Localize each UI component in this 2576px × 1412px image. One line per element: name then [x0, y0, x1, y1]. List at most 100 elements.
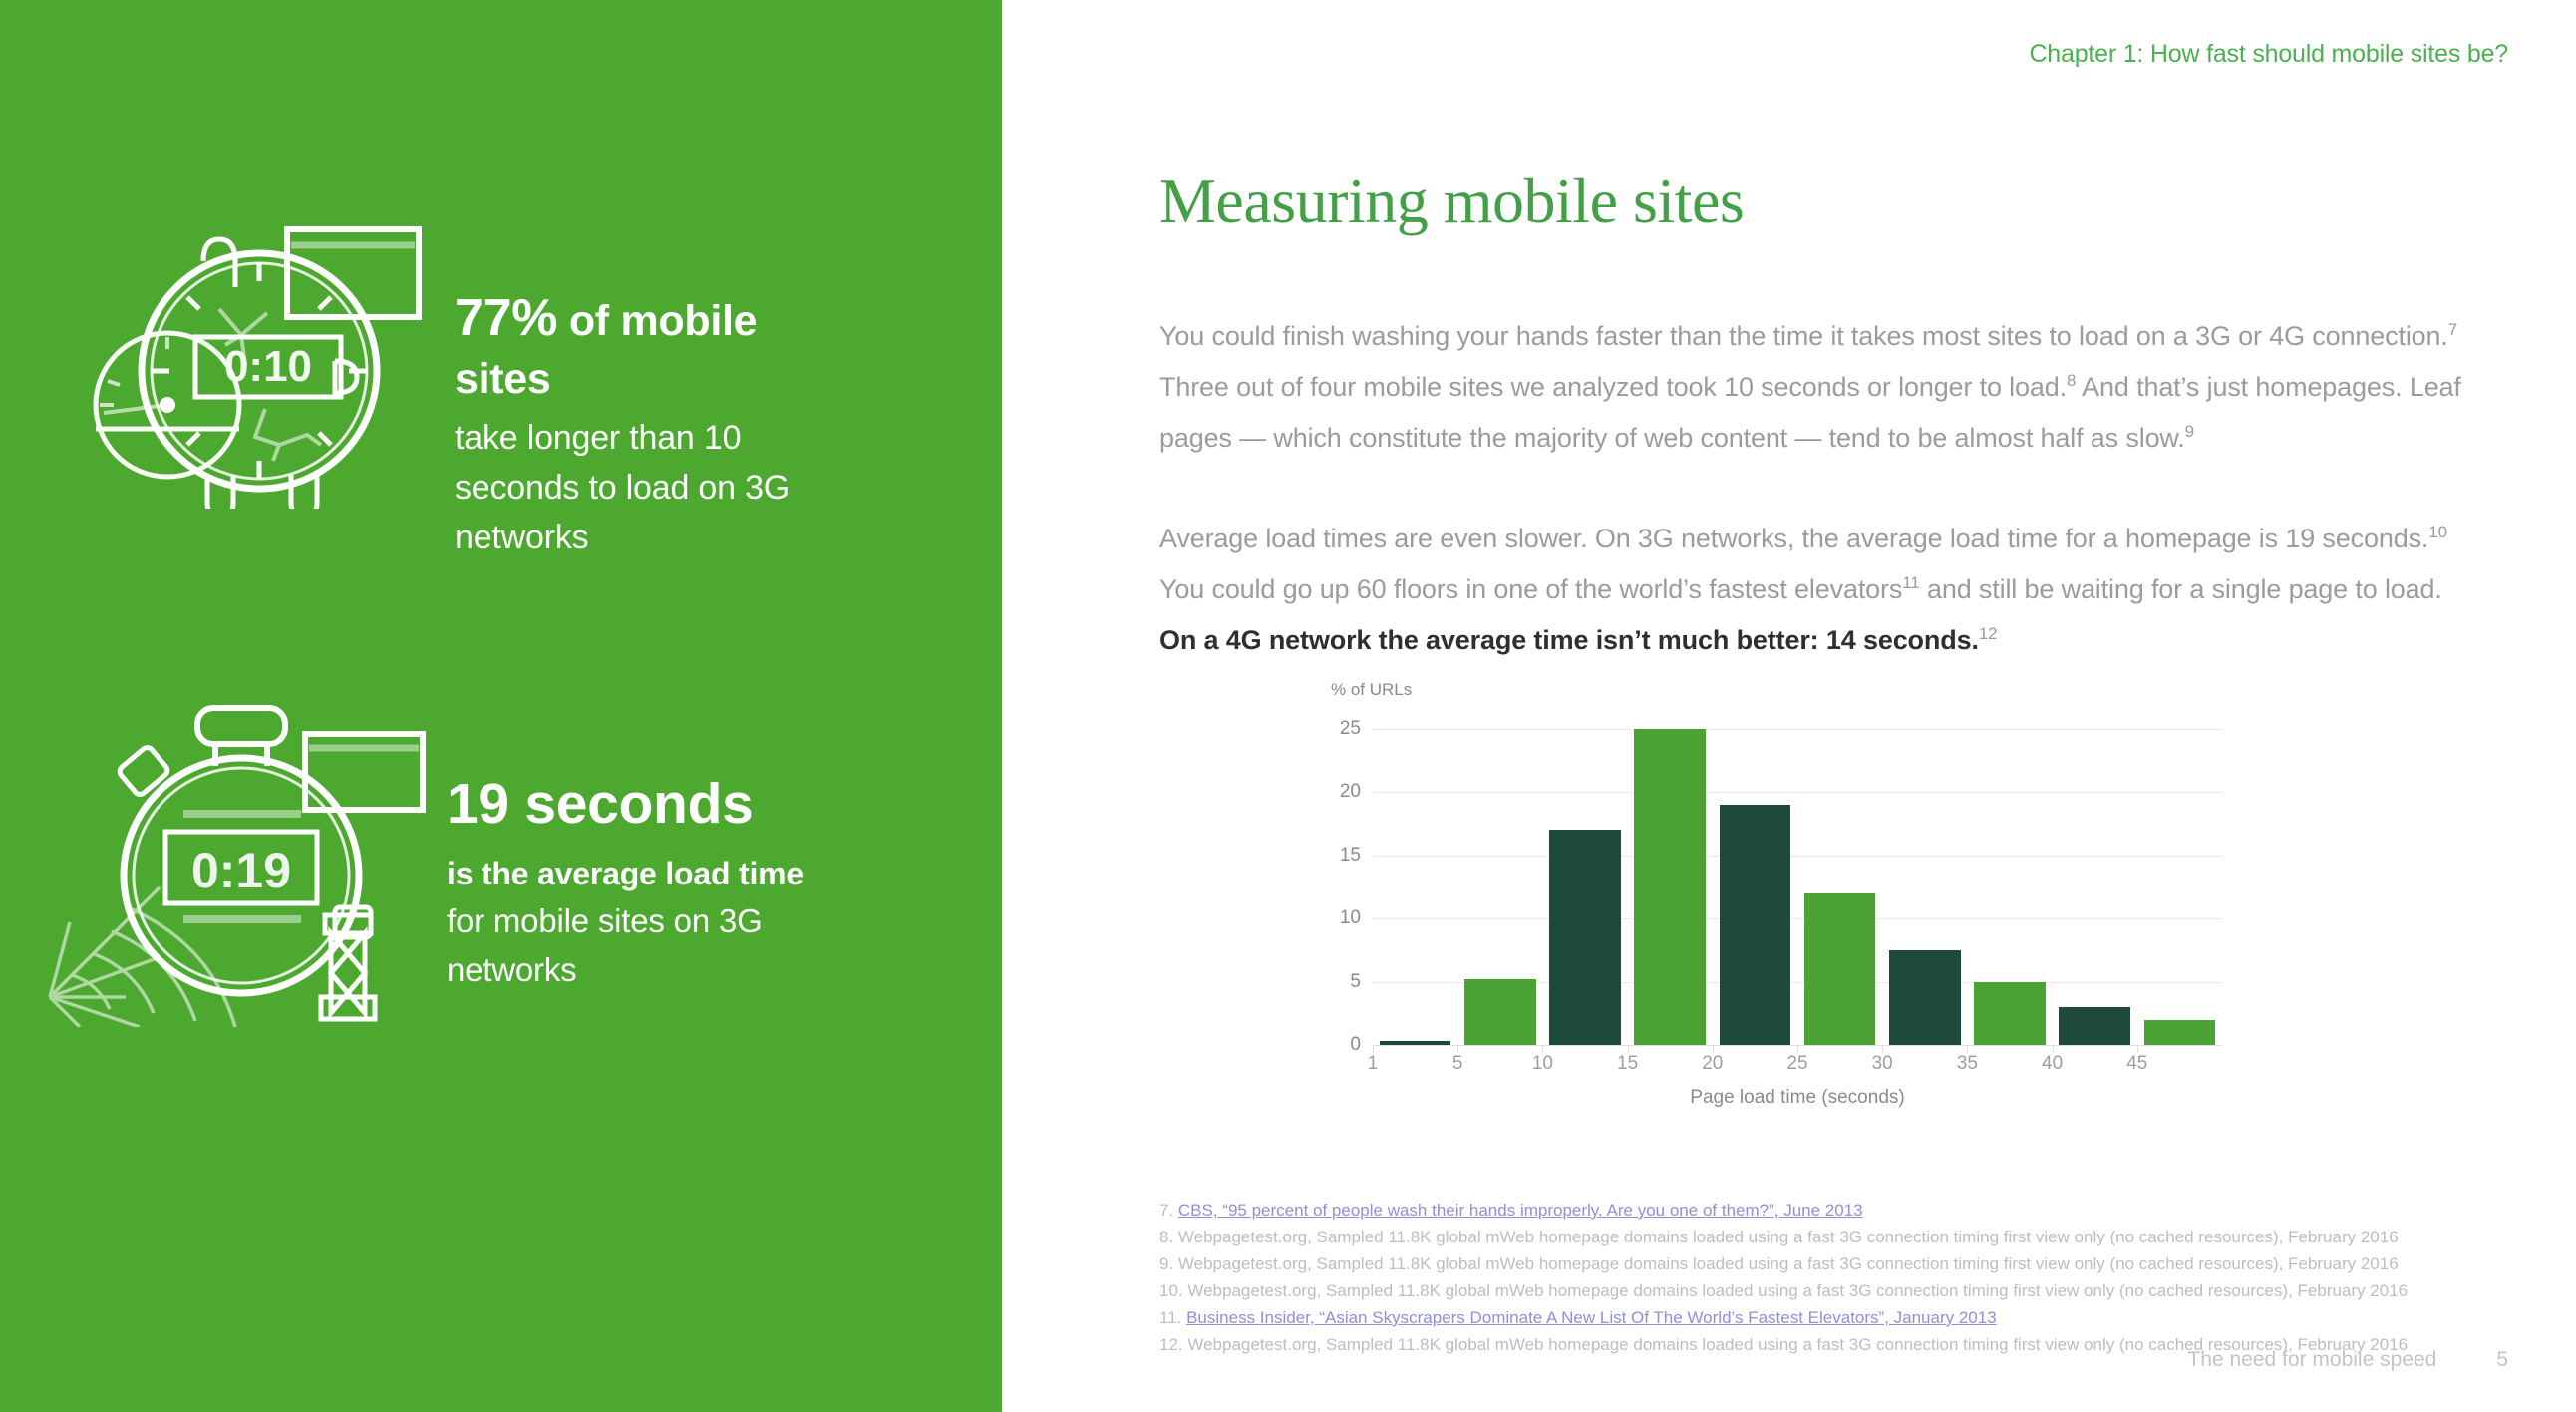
stat-number: 19 seconds [447, 772, 754, 836]
chart-x-tick-label: 35 [1956, 1053, 1978, 1074]
stat-text-19: 19 seconds is the average load time for … [447, 768, 845, 995]
chart-x-tick-label: 40 [2042, 1053, 2064, 1074]
chart-x-tick-label: 5 [1451, 1053, 1463, 1074]
chart-bar-slot [1457, 716, 1542, 1045]
footnote-ref-8[interactable]: 8 [2066, 371, 2077, 390]
cobweb [48, 885, 237, 1027]
chart-tick-mark [1967, 1045, 1969, 1053]
chart-tick-mark [1797, 1045, 1798, 1053]
stat-headline-rest: of mobile sites [455, 297, 758, 403]
chart-bar-slot [1967, 716, 2052, 1045]
page-footer: The need for mobile speed 5 [2187, 1348, 2508, 1372]
footnote-item: 11. Business Insider, “Asian Skyscrapers… [1159, 1304, 2495, 1331]
chart-y-tick-label: 25 [1339, 717, 1361, 739]
p1-text-1: You could finish washing your hands fast… [1159, 321, 2448, 351]
stopwatch-time-display: 0:19 [191, 843, 291, 898]
footnote-item: 7. CBS, “95 percent of people wash their… [1159, 1197, 2495, 1224]
stat-text-77: 77% of mobile sites take longer than 10 … [455, 285, 853, 563]
chart-x-tick-label: 25 [1786, 1053, 1808, 1074]
stat-block-19-seconds: 0:19 19 seconds is the average load time… [40, 698, 845, 1027]
stat-body-bold-19: is the average load time [447, 855, 805, 891]
page-number: 5 [2496, 1348, 2508, 1371]
footnote-number: 7. [1159, 1201, 1178, 1220]
hourglass-icon [318, 912, 378, 1022]
footnote-ref-9[interactable]: 9 [2184, 422, 2194, 441]
chart-bar [1464, 979, 1536, 1045]
footnote-item: 12. Webpagetest.org, Sampled 11.8K globa… [1159, 1331, 2495, 1358]
chart-bar [1889, 949, 1961, 1045]
chart-tick-mark [1627, 1045, 1629, 1053]
chart-tick-mark [1457, 1045, 1459, 1053]
footnote-text: Webpagetest.org, Sampled 11.8K global mW… [1177, 1254, 2399, 1273]
chart-tick-mark [1712, 1045, 1714, 1053]
chart-plot-area: 0 5 10 15 20 25 [1340, 716, 2222, 1055]
footnote-text: Webpagetest.org, Sampled 11.8K global mW… [1187, 1281, 2409, 1300]
chart-x-axis-ticks: 1 5 10 15 20 25 30 35 40 45 [1368, 1053, 2222, 1079]
chart-bar-slot [1713, 716, 1797, 1045]
chart-tick-mark [1373, 1045, 1374, 1053]
footnote-ref-11[interactable]: 11 [1902, 573, 1920, 592]
footnote-number: 12. [1159, 1335, 1188, 1354]
chart-y-tick-label: 0 [1350, 1034, 1361, 1055]
chart-bar-slot [1628, 716, 1713, 1045]
chart-x-tick-label: 45 [2126, 1053, 2148, 1074]
footnote-text: Webpagetest.org, Sampled 11.8K global mW… [1187, 1335, 2409, 1354]
stat-block-77-percent: 0:10 77% of mobile sites take longer tha… [60, 209, 853, 563]
chart-y-tick-label: 15 [1339, 844, 1361, 866]
stat-body-77: take longer than 10 seconds to load on 3… [455, 418, 791, 557]
footnotes-list: 7. CBS, “95 percent of people wash their… [1159, 1197, 2495, 1358]
footnote-ref-12[interactable]: 12 [1978, 624, 1998, 643]
footnote-item: 9. Webpagetest.org, Sampled 11.8K global… [1159, 1250, 2495, 1277]
chart-bar-slot [1882, 716, 1967, 1045]
chart-y-tick-label: 20 [1339, 781, 1361, 803]
footnote-link[interactable]: Business Insider, “Asian Skyscrapers Dom… [1186, 1308, 1997, 1327]
chart-bar-slot [2053, 716, 2137, 1045]
chart-x-tick-label: 30 [1871, 1053, 1893, 1074]
p2-bold-statement: On a 4G network the average time isn’t m… [1159, 625, 1979, 655]
chart-tick-mark [2136, 1045, 2138, 1053]
footnote-number: 11. [1159, 1308, 1187, 1327]
stat-headline-77: 77% of mobile sites [455, 285, 853, 407]
chart-bar [1549, 830, 1621, 1045]
p2-text-2: You could go up 60 floors in one of the … [1159, 574, 1903, 604]
footer-doc-title: The need for mobile speed [2187, 1348, 2437, 1371]
chart-x-axis-label: Page load time (seconds) [1690, 1087, 1905, 1108]
chart-bar [1719, 804, 1791, 1045]
footnote-number: 8. [1159, 1228, 1178, 1246]
stat-body-19: for mobile sites on 3G networks [447, 902, 763, 989]
stat-headline-19: 19 seconds [447, 768, 845, 841]
footnote-number: 9. [1159, 1254, 1178, 1273]
footnote-ref-7[interactable]: 7 [2447, 320, 2458, 339]
footnote-ref-10[interactable]: 10 [2428, 523, 2447, 541]
left-stats-panel: 0:10 77% of mobile sites take longer tha… [0, 0, 1002, 1412]
footnote-item: 8. Webpagetest.org, Sampled 11.8K global… [1159, 1224, 2495, 1250]
chart-y-tick-label: 5 [1350, 970, 1361, 992]
chart-bar-slot [1542, 716, 1627, 1045]
chapter-label: Chapter 1: How fast should mobile sites … [2029, 40, 2508, 68]
cobweb-stopwatch-icon: 0:19 [40, 698, 439, 1027]
chart-x-tick-label: 1 [1367, 1053, 1379, 1074]
page-title: Measuring mobile sites [1159, 166, 1745, 236]
chart-x-tick-label: 15 [1617, 1053, 1639, 1074]
page-load-time-chart: % of URLs 0 5 10 15 20 25 1 5 10 15 20 25 30 35 40 45 … [1331, 680, 2228, 1108]
chart-bar [2143, 1019, 2216, 1045]
p2-text-3: and still be waiting for a single page t… [1919, 574, 2442, 604]
footnote-link[interactable]: CBS, “95 percent of people wash their ha… [1177, 1201, 1863, 1220]
chart-gridline [1373, 855, 2222, 857]
chart-bar [2059, 1006, 2130, 1045]
chart-bar [1974, 981, 2046, 1045]
chart-bar-slot [1797, 716, 1882, 1045]
chart-bar [1379, 1041, 1451, 1045]
chart-bar-slot [2137, 716, 2222, 1045]
chart-y-axis-label: % of URLs [1331, 680, 1413, 699]
chart-gridline [1373, 728, 2222, 730]
paragraph-2: Average load times are even slower. On 3… [1159, 514, 2485, 666]
chart-gridline [1373, 981, 2222, 983]
chart-tick-mark [1542, 1045, 1544, 1053]
p1-text-2: Three out of four mobile sites we analyz… [1159, 372, 2067, 402]
p2-text-1: Average load times are even slower. On 3… [1159, 524, 2429, 553]
chart-bars [1373, 716, 2222, 1045]
chart-bar-slot [1373, 716, 1457, 1045]
paragraph-1: You could finish washing your hands fast… [1159, 311, 2485, 464]
